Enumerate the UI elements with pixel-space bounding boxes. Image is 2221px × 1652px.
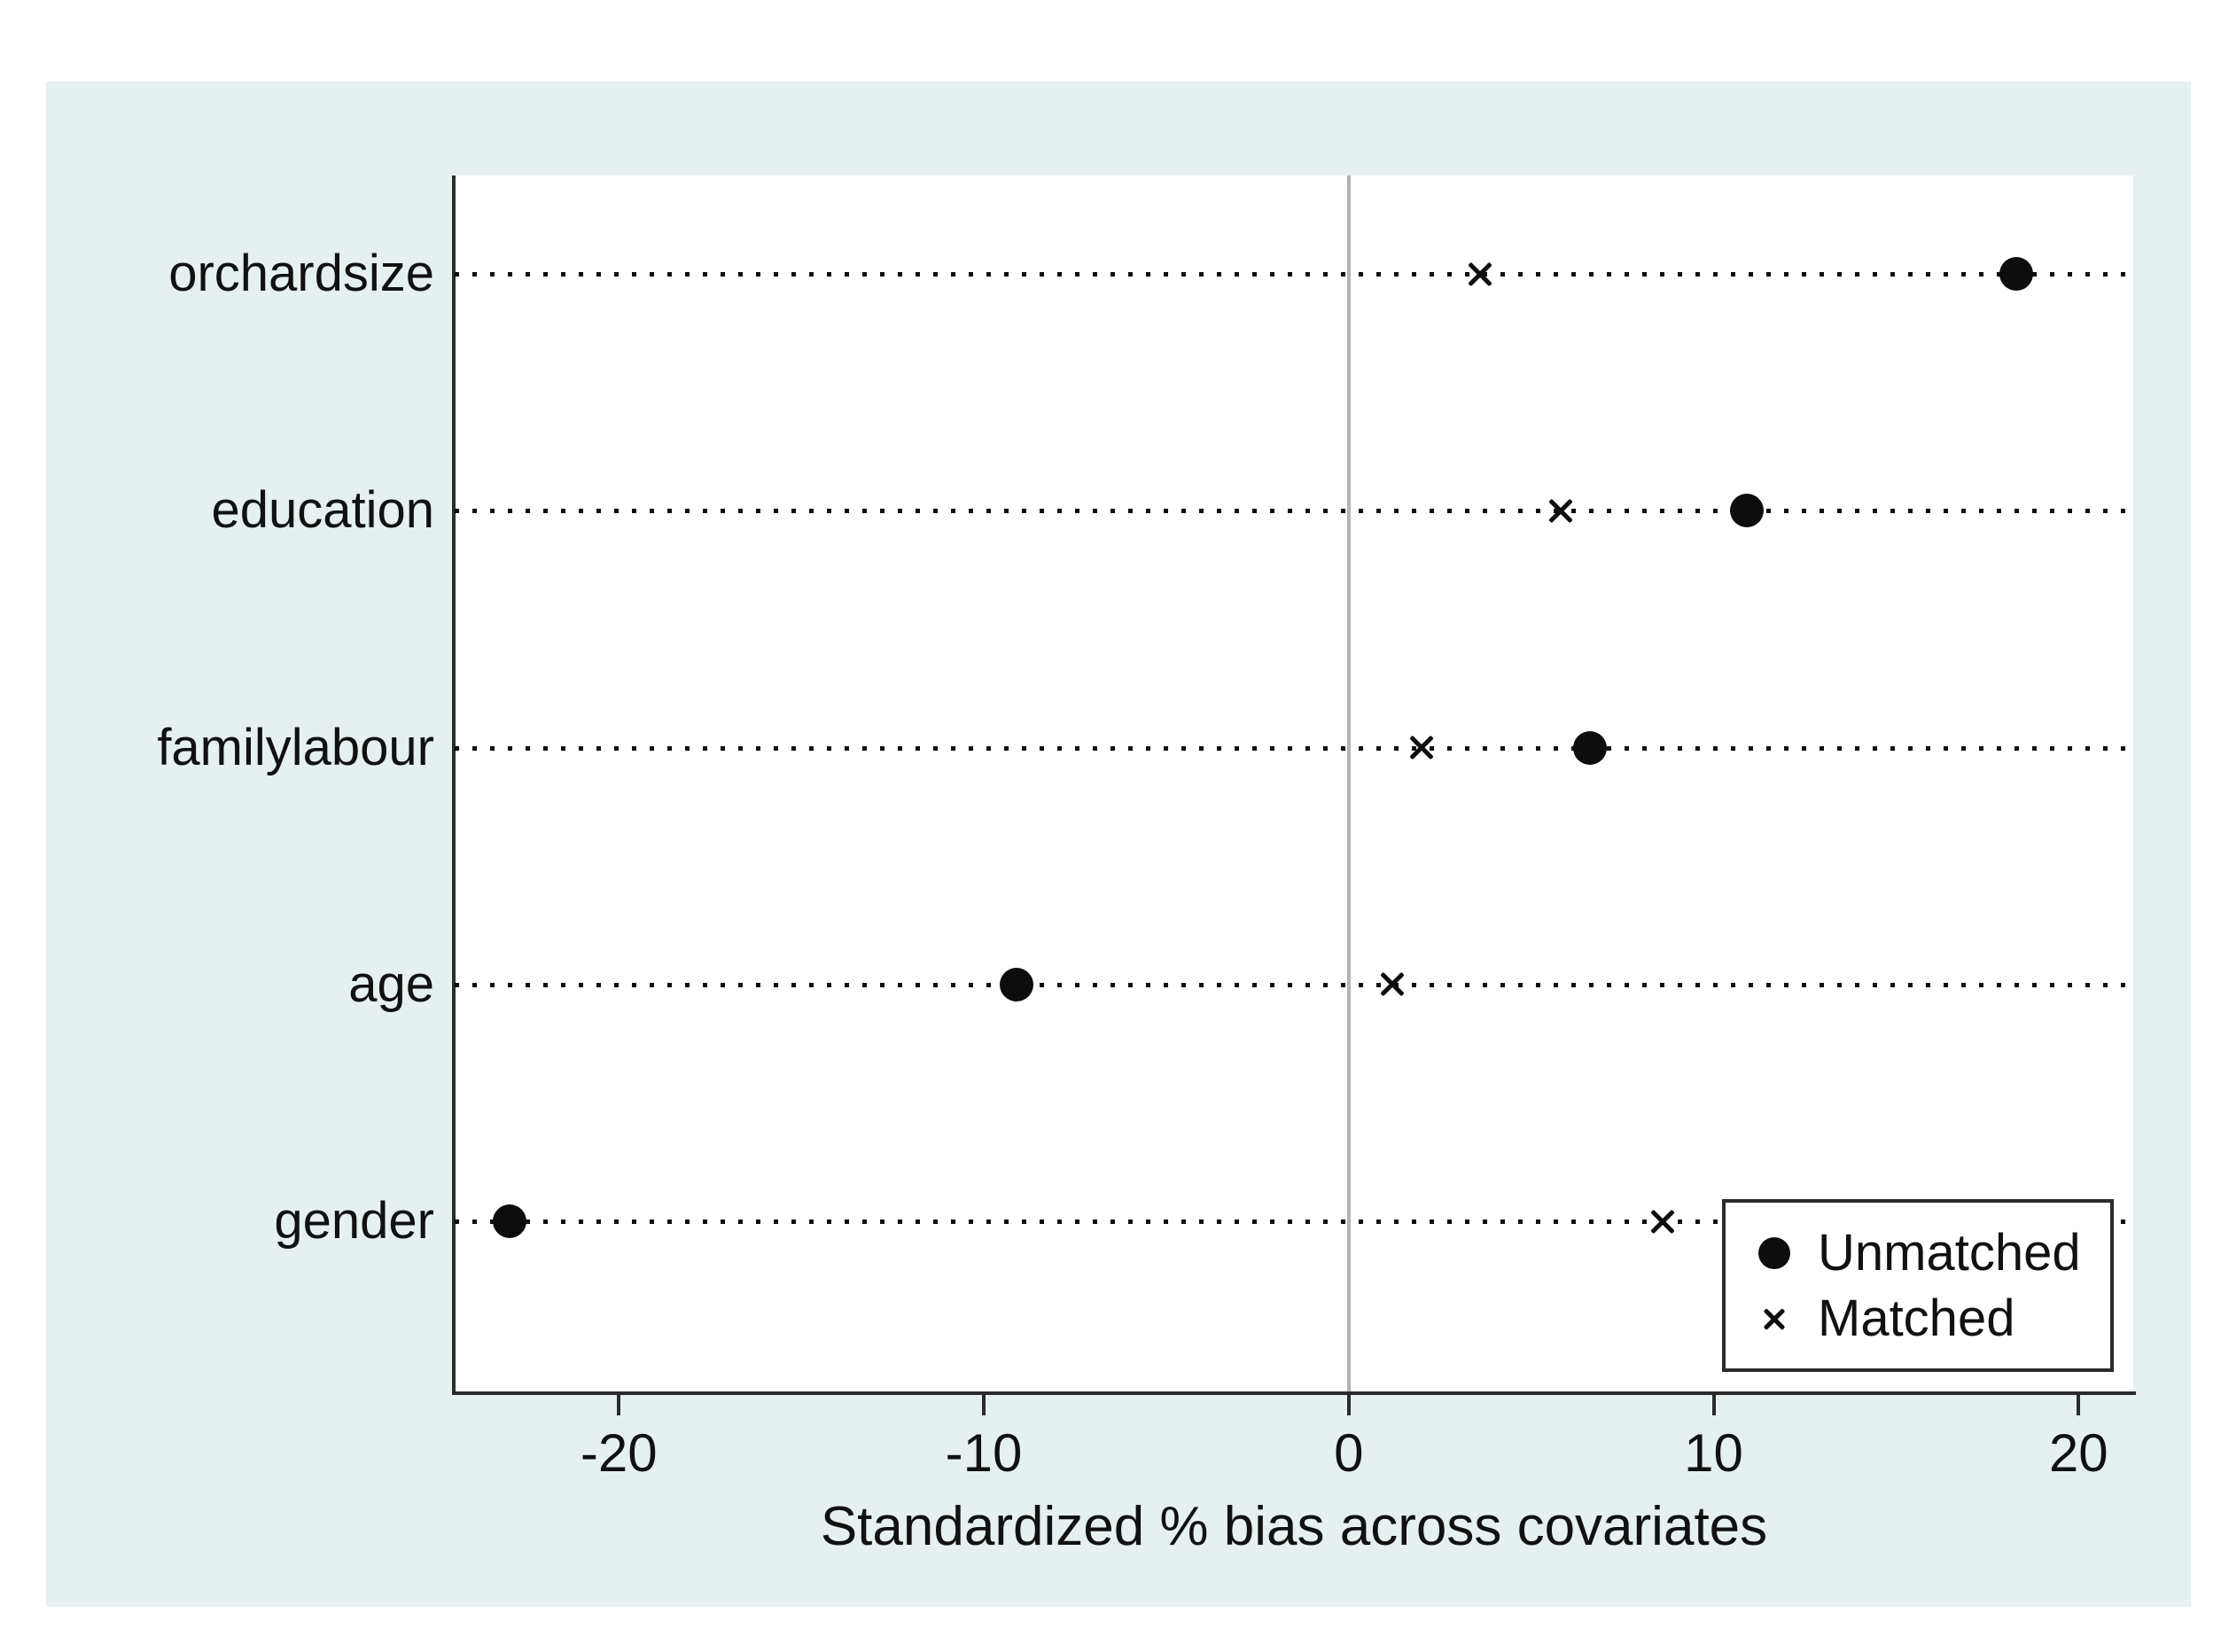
unmatched-marker bbox=[1572, 730, 1607, 765]
category-label: age bbox=[348, 955, 434, 1013]
x-axis-tick-label: 0 bbox=[1334, 1423, 1364, 1483]
matched-marker bbox=[1648, 1206, 1678, 1236]
zero-reference-line bbox=[1346, 175, 1351, 1391]
unmatched-marker bbox=[1999, 257, 2034, 291]
x-axis-title: Standardized % bias across covariates bbox=[820, 1496, 1768, 1557]
category-gridline bbox=[455, 509, 2133, 514]
category-gridline bbox=[455, 982, 2133, 987]
matched-marker bbox=[1407, 733, 1437, 763]
matched-marker bbox=[1465, 259, 1495, 289]
unmatched-marker bbox=[1000, 967, 1034, 1001]
x-axis-tick-label: 20 bbox=[2048, 1423, 2108, 1483]
x-axis-line bbox=[452, 1391, 2136, 1395]
x-axis-tick bbox=[2077, 1391, 2081, 1415]
category-gridline bbox=[455, 1220, 2133, 1224]
matched-marker bbox=[1377, 970, 1407, 1000]
x-axis-tick bbox=[982, 1391, 986, 1415]
x-axis-tick-label: -20 bbox=[580, 1423, 658, 1483]
plot-area bbox=[455, 175, 2133, 1391]
category-label: education bbox=[211, 481, 434, 540]
legend-item-unmatched: Unmatched bbox=[1745, 1220, 2110, 1286]
unmatched-marker bbox=[1729, 494, 1764, 528]
legend-item-matched: Matched bbox=[1745, 1286, 2110, 1352]
category-gridline bbox=[455, 745, 2133, 751]
category-gridline bbox=[455, 272, 2133, 277]
unmatched-marker bbox=[492, 1204, 526, 1238]
legend-label-unmatched: Unmatched bbox=[1818, 1224, 2081, 1282]
x-marker-icon bbox=[1761, 1305, 1788, 1332]
x-axis-tick-label: 10 bbox=[1684, 1423, 1743, 1483]
x-axis-tick-label: -10 bbox=[945, 1423, 1023, 1483]
category-label: familylabour bbox=[157, 718, 434, 776]
category-label: gender bbox=[274, 1192, 434, 1250]
x-axis-tick bbox=[1711, 1391, 1716, 1415]
x-axis-tick bbox=[617, 1391, 621, 1415]
matched-marker bbox=[1546, 495, 1576, 526]
y-axis-line bbox=[452, 175, 456, 1395]
legend-label-matched: Matched bbox=[1818, 1290, 2015, 1347]
legend-box: Unmatched Matched bbox=[1722, 1199, 2114, 1372]
circle-marker-icon bbox=[1758, 1237, 1790, 1269]
category-label: orchardsize bbox=[168, 245, 434, 302]
x-axis-tick bbox=[1346, 1391, 1351, 1415]
